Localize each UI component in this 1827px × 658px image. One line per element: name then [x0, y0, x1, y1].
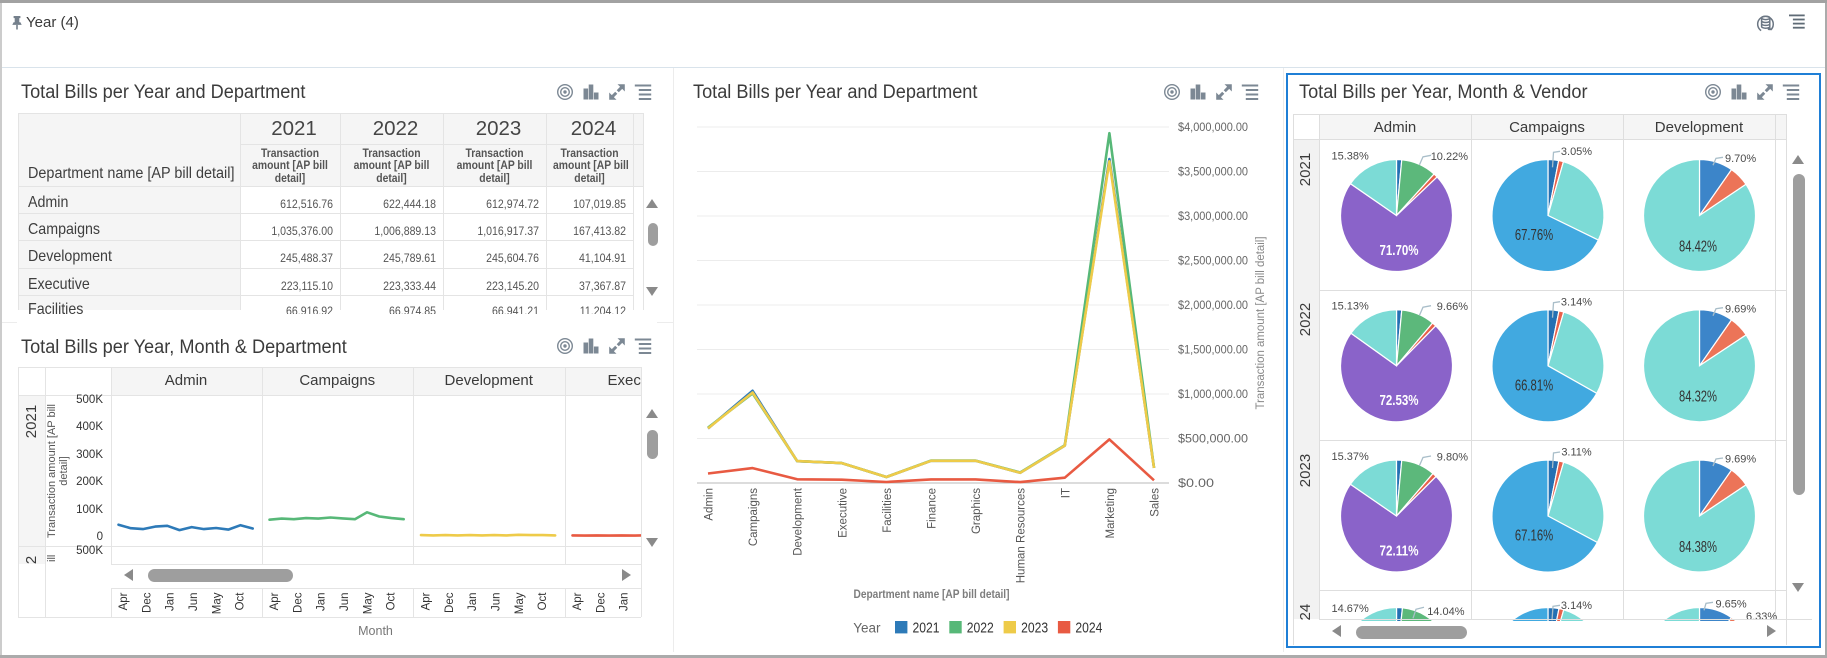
- svg-text:$4,000,000.00: $4,000,000.00: [1178, 122, 1248, 134]
- svg-text:Human Resources: Human Resources: [1016, 488, 1028, 583]
- svg-text:Jun: Jun: [642, 593, 654, 612]
- svg-text:May: May: [211, 592, 223, 614]
- svg-text:9.66%: 9.66%: [1437, 301, 1468, 313]
- svg-text:Executive: Executive: [837, 488, 849, 538]
- svg-text:Facilities: Facilities: [882, 488, 894, 533]
- svg-text:May: May: [362, 592, 374, 614]
- svg-text:Department name [AP bill detai: Department name [AP bill detail]: [854, 587, 1010, 601]
- svg-text:Jan: Jan: [619, 593, 631, 612]
- svg-text:67.76%: 67.76%: [1515, 227, 1553, 244]
- svg-text:2022: 2022: [967, 621, 994, 637]
- svg-text:Jan: Jan: [467, 593, 479, 612]
- svg-text:15.13%: 15.13%: [1332, 301, 1370, 313]
- svg-text:Apr: Apr: [421, 592, 433, 610]
- svg-text:6.33%: 6.33%: [1746, 611, 1777, 623]
- svg-text:9.69%: 9.69%: [1725, 454, 1756, 466]
- svg-text:Dec: Dec: [595, 592, 607, 613]
- svg-text:2021: 2021: [913, 621, 940, 637]
- svg-text:84.42%: 84.42%: [1679, 238, 1717, 255]
- svg-text:10.22%: 10.22%: [1431, 151, 1469, 163]
- svg-text:84.32%: 84.32%: [1679, 389, 1717, 406]
- svg-text:Dec: Dec: [292, 592, 304, 613]
- svg-text:66.81%: 66.81%: [1515, 377, 1553, 394]
- svg-text:Dec: Dec: [141, 592, 153, 613]
- svg-text:14.04%: 14.04%: [1427, 606, 1465, 618]
- svg-text:$500,000.00: $500,000.00: [1178, 434, 1248, 446]
- svg-text:2023: 2023: [1021, 621, 1048, 637]
- svg-text:Jun: Jun: [188, 593, 200, 612]
- svg-text:Sales: Sales: [1150, 488, 1162, 517]
- svg-text:Jun: Jun: [339, 593, 351, 612]
- svg-text:3.14%: 3.14%: [1561, 296, 1592, 308]
- svg-text:$2,500,000.00: $2,500,000.00: [1178, 256, 1248, 268]
- svg-text:IT: IT: [1060, 488, 1072, 498]
- svg-text:Development: Development: [793, 487, 805, 556]
- svg-text:Transaction amount [AP bill de: Transaction amount [AP bill detail]: [1255, 237, 1267, 410]
- svg-text:Oct: Oct: [386, 592, 398, 611]
- svg-text:Apr: Apr: [118, 592, 130, 610]
- svg-text:2024: 2024: [1075, 621, 1102, 637]
- svg-text:Finance: Finance: [927, 488, 939, 529]
- svg-text:15.38%: 15.38%: [1332, 150, 1370, 162]
- svg-text:Year: Year: [853, 621, 881, 636]
- svg-text:14.67%: 14.67%: [1332, 603, 1370, 615]
- svg-text:$1,000,000.00: $1,000,000.00: [1178, 389, 1248, 401]
- svg-text:72.53%: 72.53%: [1380, 392, 1419, 409]
- svg-text:Oct: Oct: [537, 592, 549, 611]
- svg-text:$0.00: $0.00: [1178, 478, 1214, 490]
- svg-text:Apr: Apr: [572, 592, 584, 610]
- svg-text:9.80%: 9.80%: [1437, 452, 1468, 464]
- svg-text:Graphics: Graphics: [971, 488, 983, 534]
- svg-text:9.70%: 9.70%: [1725, 153, 1756, 165]
- svg-text:84.38%: 84.38%: [1679, 539, 1717, 556]
- svg-text:72.11%: 72.11%: [1380, 543, 1419, 560]
- svg-text:Dec: Dec: [444, 592, 456, 613]
- svg-text:9.65%: 9.65%: [1716, 599, 1747, 611]
- svg-text:May: May: [514, 592, 526, 614]
- svg-text:$1,500,000.00: $1,500,000.00: [1178, 345, 1248, 357]
- svg-text:Campaigns: Campaigns: [748, 488, 760, 546]
- svg-text:$3,000,000.00: $3,000,000.00: [1178, 211, 1248, 223]
- svg-text:$2,000,000.00: $2,000,000.00: [1178, 300, 1248, 312]
- svg-text:3.14%: 3.14%: [1561, 600, 1592, 612]
- svg-text:Marketing: Marketing: [1105, 488, 1117, 539]
- svg-text:Apr: Apr: [269, 592, 281, 610]
- svg-text:May: May: [665, 592, 670, 614]
- svg-text:67.16%: 67.16%: [1515, 528, 1553, 545]
- svg-text:71.70%: 71.70%: [1380, 242, 1419, 259]
- svg-text:Jun: Jun: [491, 593, 503, 612]
- svg-text:Jan: Jan: [165, 593, 177, 612]
- svg-text:3.11%: 3.11%: [1561, 447, 1592, 459]
- svg-text:3.05%: 3.05%: [1561, 146, 1592, 158]
- svg-text:Jan: Jan: [316, 593, 328, 612]
- svg-text:Admin: Admin: [704, 488, 716, 521]
- svg-text:$3,500,000.00: $3,500,000.00: [1178, 167, 1248, 179]
- svg-text:9.69%: 9.69%: [1725, 303, 1756, 315]
- svg-text:15.37%: 15.37%: [1332, 451, 1370, 463]
- svg-text:Oct: Oct: [235, 592, 247, 611]
